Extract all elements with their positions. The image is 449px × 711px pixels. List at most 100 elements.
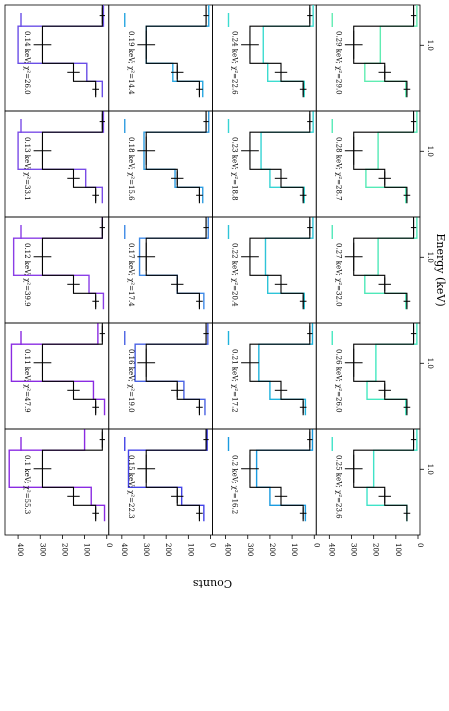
- counts-tick-label: 300: [142, 543, 150, 556]
- panels-layer: 0.1 keV; χ²=55.3 0.15 keV; χ²=22.3 0.2 keV…: [4, 4, 434, 556]
- panel: 0.11 keV; χ²=47.9: [4, 322, 110, 430]
- counts-tick-label: 100: [394, 543, 402, 556]
- observed-step-line: [41, 323, 103, 416]
- observed-step-line: [145, 5, 207, 98]
- panel: 0.21 keV; χ²=17.2: [212, 322, 317, 430]
- model-step-line: [364, 5, 418, 98]
- panel: 0.15 keV; χ²=22.3: [108, 428, 213, 536]
- panel: 0.28 keV; χ²=28.7: [315, 110, 421, 218]
- panel-legend-label: 0.28 keV; χ²=28.7: [334, 137, 342, 201]
- observed-step-line: [249, 429, 311, 522]
- energy-tick-label: 1.0: [426, 40, 434, 51]
- panel-legend-label: 0.22 keV; χ²=20.4: [231, 243, 239, 307]
- observed-step-line: [353, 5, 415, 98]
- panel-legend-label: 0.11 keV; χ²=47.9: [23, 349, 31, 413]
- panel-legend-label: 0.24 keV; χ²=22.6: [231, 31, 239, 95]
- counts-tick-label: 400: [120, 543, 128, 556]
- observed-step-line: [353, 111, 415, 204]
- observed-step-line: [353, 217, 415, 310]
- panel-legend-label: 0.17 keV; χ²=17.4: [127, 243, 135, 307]
- panel: 0.27 keV; χ²=32.0: [315, 216, 421, 324]
- observed-step-line: [249, 217, 311, 310]
- model-step-line: [255, 429, 314, 522]
- observed-step-line: [249, 323, 311, 416]
- panel-legend-label: 0.21 keV; χ²=17.2: [231, 349, 239, 413]
- panel: 0.13 keV; χ²=33.1: [4, 110, 110, 218]
- observed-step-line: [41, 429, 103, 522]
- panel-legend-label: 0.29 keV; χ²=29.0: [334, 31, 342, 95]
- energy-tick-label: 1.0: [426, 146, 434, 157]
- panel: 0.19 keV; χ²=14.4: [108, 4, 213, 112]
- panel-legend-label: 0.12 keV; χ²=39.9: [23, 243, 31, 307]
- model-step-line: [262, 5, 314, 98]
- counts-tick-label: 200: [60, 543, 68, 556]
- model-step-line: [127, 429, 208, 522]
- counts-tick-label: 400: [16, 543, 24, 556]
- model-step-line: [366, 429, 418, 522]
- panel: 0.18 keV; χ²=15.6: [108, 110, 213, 218]
- counts-tick-label: 100: [186, 543, 194, 556]
- energy-tick-label: 1.0: [426, 464, 434, 475]
- axis-labels: Energy (keV) Counts: [193, 233, 447, 590]
- model-step-line: [264, 217, 314, 310]
- observed-step-line: [41, 111, 103, 204]
- observed-step-line: [249, 5, 311, 98]
- counts-tick-label: 400: [327, 543, 335, 556]
- observed-step-line: [145, 323, 207, 416]
- panel-legend-label: 0.14 keV; χ²=26.0: [23, 31, 31, 95]
- panel: 0.1 keV; χ²=55.3: [4, 428, 110, 536]
- panel-legend-label: 0.23 keV; χ²=18.8: [231, 137, 239, 201]
- observed-step-line: [249, 111, 311, 204]
- panel: 0.17 keV; χ²=17.4: [108, 216, 213, 324]
- observed-step-line: [145, 429, 207, 522]
- panel-legend-label: 0.16 keV; χ²=19.0: [127, 349, 135, 413]
- model-step-line: [258, 323, 314, 416]
- panel-legend-label: 0.2 keV; χ²=16.2: [231, 455, 239, 514]
- panel-legend-label: 0.19 keV; χ²=14.4: [127, 31, 135, 95]
- panel-legend-label: 0.26 keV; χ²=26.0: [334, 349, 342, 413]
- energy-tick-label: 1.0: [426, 358, 434, 369]
- panel: 0.14 keV; χ²=26.0: [4, 4, 110, 112]
- counts-tick-label: 0: [105, 543, 113, 547]
- panel: 0.24 keV; χ²=22.6: [212, 4, 317, 112]
- counts-tick-label: 200: [268, 543, 276, 556]
- panel: 0.25 keV; χ²=23.6: [315, 428, 421, 536]
- counts-tick-label: 400: [224, 543, 232, 556]
- counts-tick-label: 0: [416, 543, 424, 547]
- y-axis-label: Counts: [193, 577, 233, 590]
- panel: 0.2 keV; χ²=16.2: [212, 428, 317, 536]
- observed-step-line: [145, 111, 207, 204]
- counts-tick-label: 200: [372, 543, 380, 556]
- panel-frame: [315, 4, 421, 112]
- panel-legend-label: 0.13 keV; χ²=33.1: [23, 137, 31, 201]
- observed-step-line: [41, 5, 103, 98]
- counts-tick-label: 100: [83, 543, 91, 556]
- counts-tick-label: 0: [312, 543, 320, 547]
- panel-legend-label: 0.15 keV; χ²=22.3: [127, 455, 135, 519]
- observed-step-line: [353, 323, 415, 416]
- energy-tick-label: 1.0: [426, 252, 434, 263]
- model-step-line: [138, 217, 209, 310]
- counts-tick-label: 300: [246, 543, 254, 556]
- model-step-line: [364, 217, 418, 310]
- model-step-line: [366, 323, 418, 416]
- observed-step-line: [41, 217, 103, 310]
- observed-step-line: [145, 217, 207, 310]
- panel: 0.16 keV; χ²=19.0: [108, 322, 213, 430]
- panel-legend-label: 0.18 keV; χ²=15.6: [127, 137, 135, 201]
- panel: 0.23 keV; χ²=18.8: [212, 110, 317, 218]
- panel: 0.29 keV; χ²=29.0: [315, 4, 421, 112]
- counts-tick-label: 0: [209, 543, 217, 547]
- model-step-line: [260, 111, 314, 204]
- counts-tick-label: 200: [164, 543, 172, 556]
- panel-legend-label: 0.27 keV; χ²=32.0: [334, 243, 342, 307]
- panel-legend-label: 0.25 keV; χ²=23.6: [334, 455, 342, 519]
- observed-step-line: [353, 429, 415, 522]
- panel: 0.22 keV; χ²=20.4: [212, 216, 317, 324]
- counts-tick-label: 300: [38, 543, 46, 556]
- x-axis-label: Energy (keV): [434, 233, 447, 306]
- counts-tick-label: 100: [290, 543, 298, 556]
- model-step-line: [365, 111, 418, 204]
- counts-tick-label: 300: [350, 543, 358, 556]
